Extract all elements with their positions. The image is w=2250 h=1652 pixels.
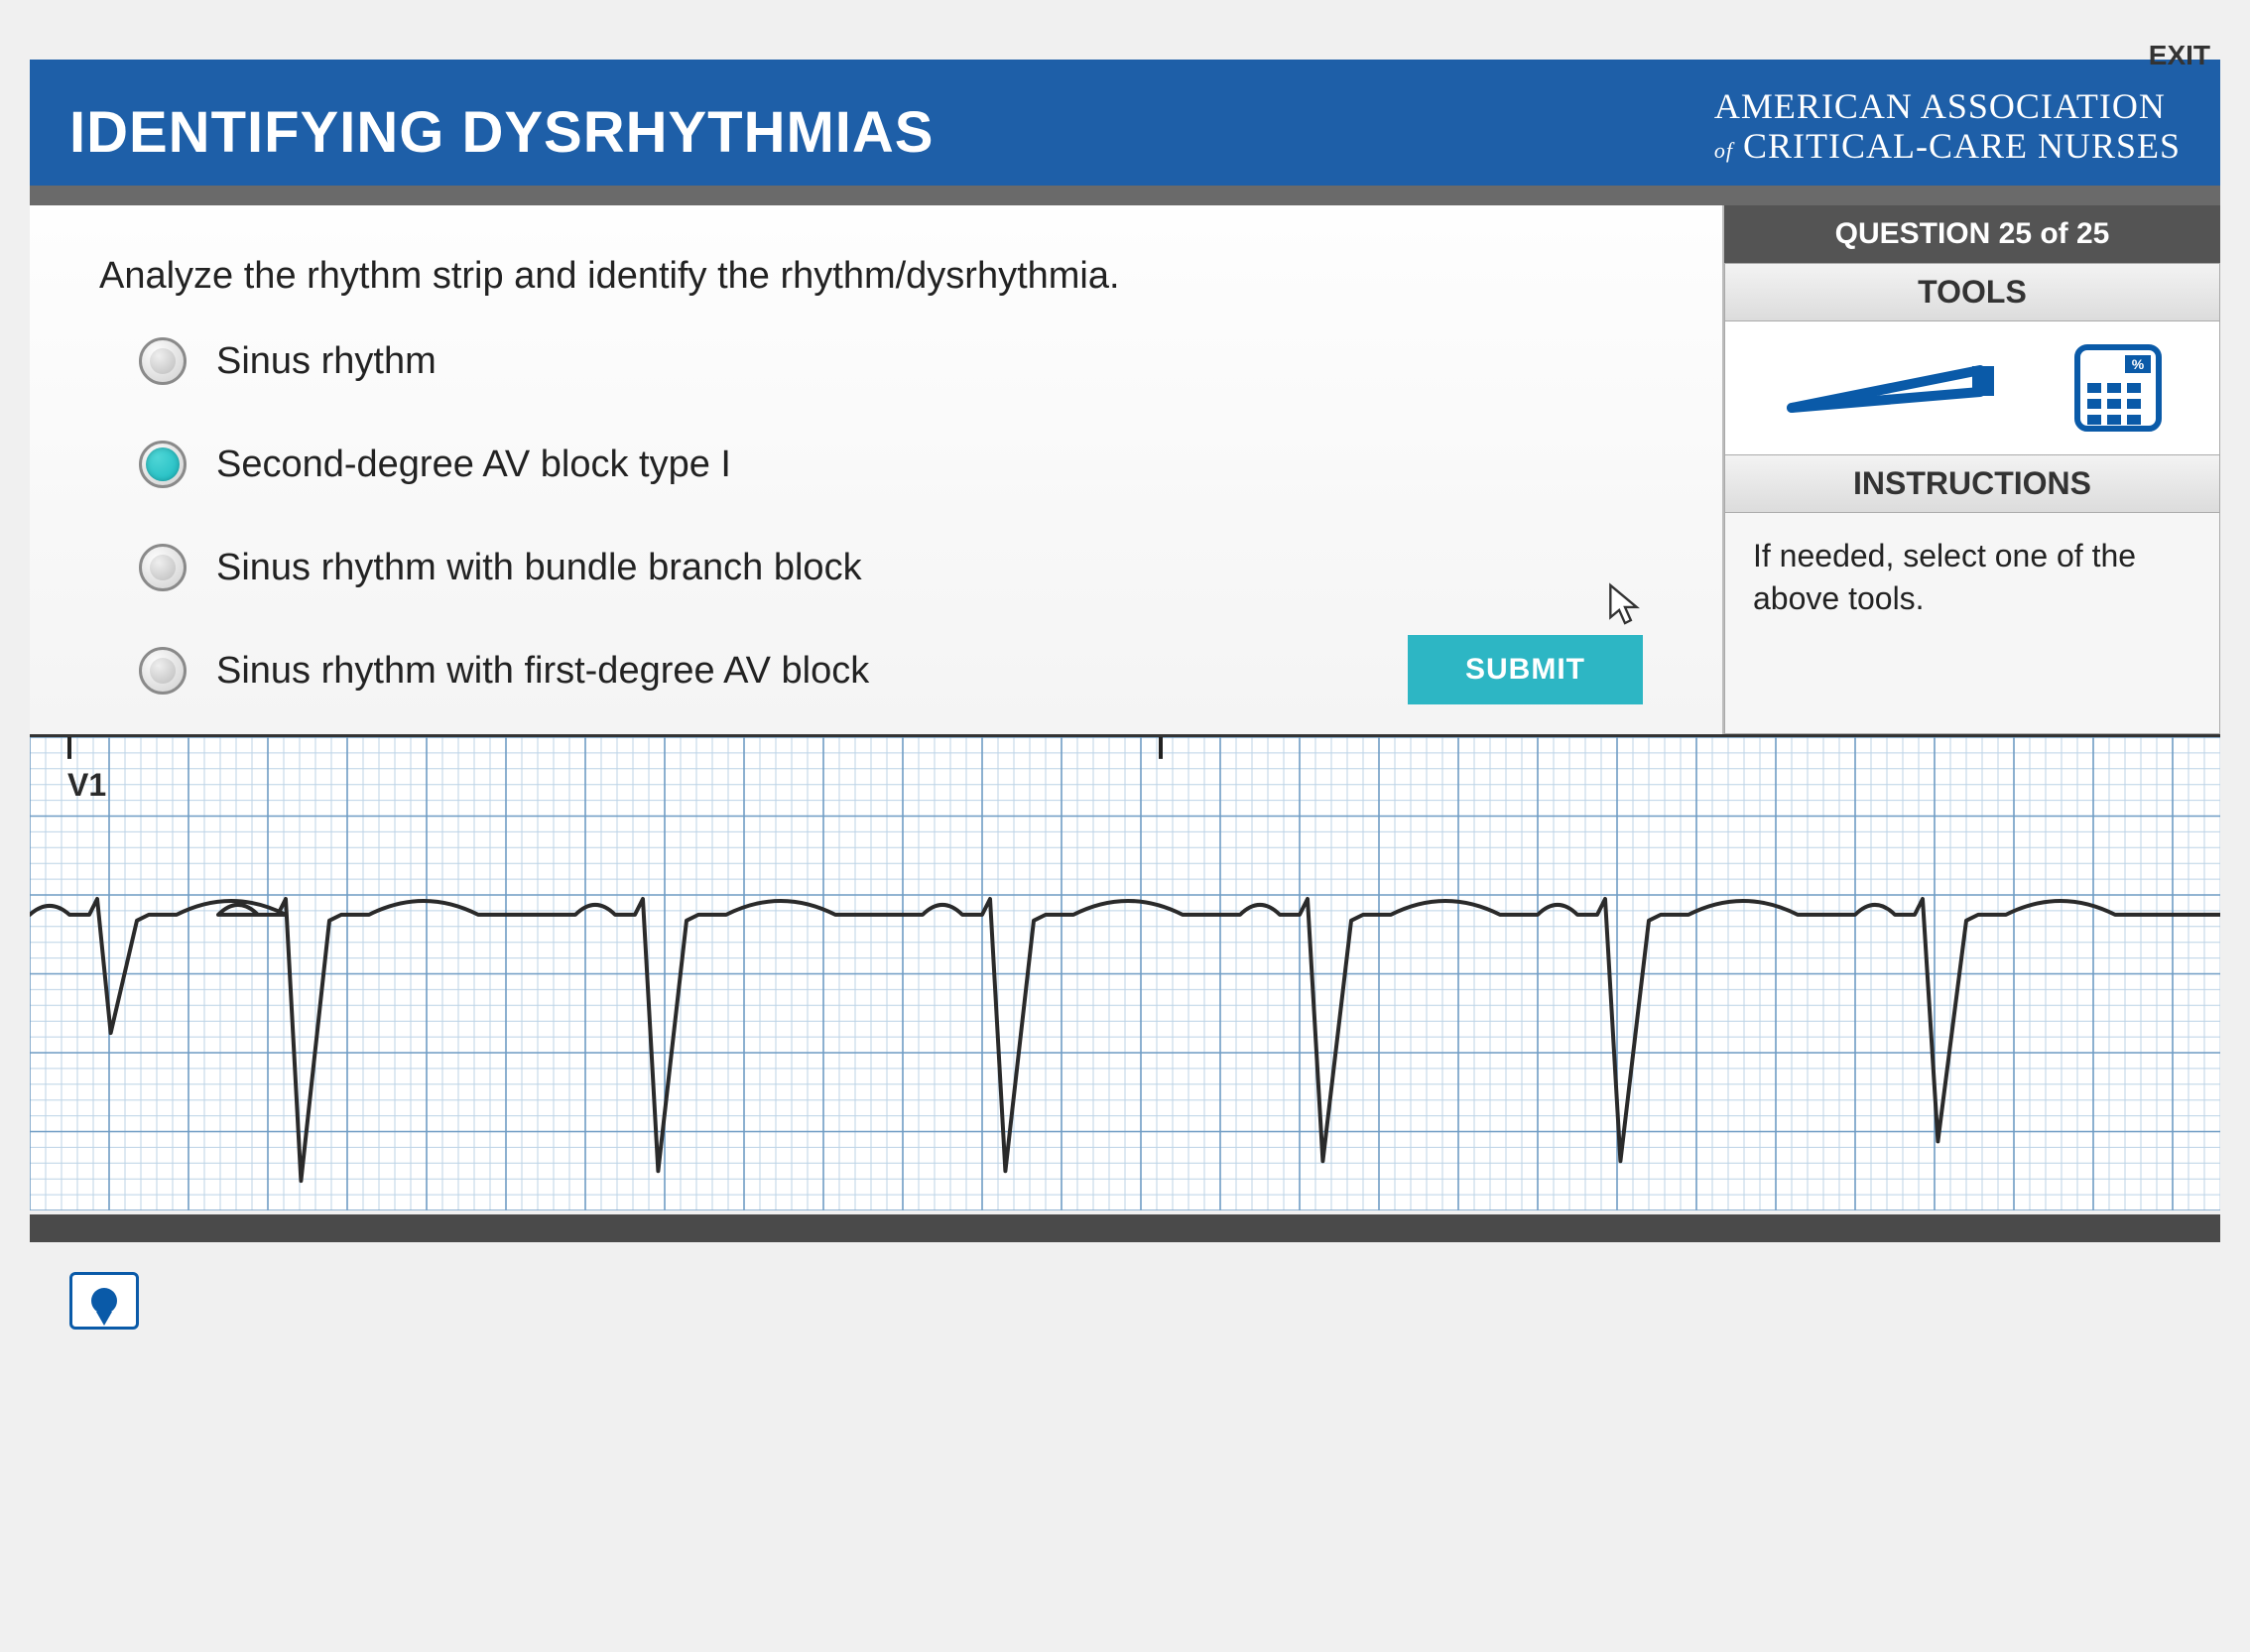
instructions-text: If needed, select one of the above tools… (1724, 513, 2220, 734)
radio-icon (139, 647, 187, 695)
tools-body: % (1724, 321, 2220, 454)
org-line1: AMERICAN ASSOCIATION (1714, 87, 2181, 127)
svg-text:%: % (2132, 356, 2145, 372)
option-label: Sinus rhythm with bundle branch block (216, 547, 862, 589)
option-3[interactable]: Sinus rhythm with bundle branch block (139, 544, 1663, 591)
certificate-icon[interactable] (69, 1272, 139, 1330)
footer-bar (30, 1214, 2220, 1242)
caliper-tool-icon[interactable] (1782, 348, 2000, 428)
exit-link[interactable]: EXIT (2149, 40, 2210, 71)
radio-icon (139, 544, 187, 591)
subheader-bar (30, 186, 2220, 205)
instructions-header: INSTRUCTIONS (1724, 454, 2220, 513)
option-1[interactable]: Sinus rhythm (139, 337, 1663, 385)
question-prompt: Analyze the rhythm strip and identify th… (99, 255, 1663, 298)
org-name: AMERICAN ASSOCIATION of CRITICAL-CARE NU… (1714, 87, 2181, 166)
ecg-strip: V1 (30, 734, 2220, 1210)
option-2[interactable]: Second-degree AV block type I (139, 441, 1663, 488)
tools-header: TOOLS (1724, 263, 2220, 321)
course-title: IDENTIFYING DYSRHYTHMIAS (69, 99, 935, 166)
radio-icon (139, 337, 187, 385)
option-label: Sinus rhythm with first-degree AV block (216, 650, 869, 693)
option-label: Sinus rhythm (216, 340, 437, 383)
question-counter: QUESTION 25 of 25 (1724, 205, 2220, 263)
radio-icon-selected (139, 441, 187, 488)
ecg-svg (30, 737, 2220, 1210)
ecg-lead-label: V1 (67, 767, 106, 804)
question-panel: Analyze the rhythm strip and identify th… (30, 205, 1724, 734)
side-panel: QUESTION 25 of 25 TOOLS % (1724, 205, 2220, 734)
submit-button[interactable]: SUBMIT (1408, 635, 1643, 704)
option-label: Second-degree AV block type I (216, 444, 731, 486)
org-of: of (1714, 138, 1733, 163)
org-line2-rest: CRITICAL-CARE NURSES (1743, 126, 2181, 166)
calculator-tool-icon[interactable]: % (2073, 343, 2163, 433)
header-bar: IDENTIFYING DYSRHYTHMIAS AMERICAN ASSOCI… (30, 60, 2220, 186)
cursor-icon (1607, 582, 1643, 626)
org-line2: of CRITICAL-CARE NURSES (1714, 127, 2181, 167)
